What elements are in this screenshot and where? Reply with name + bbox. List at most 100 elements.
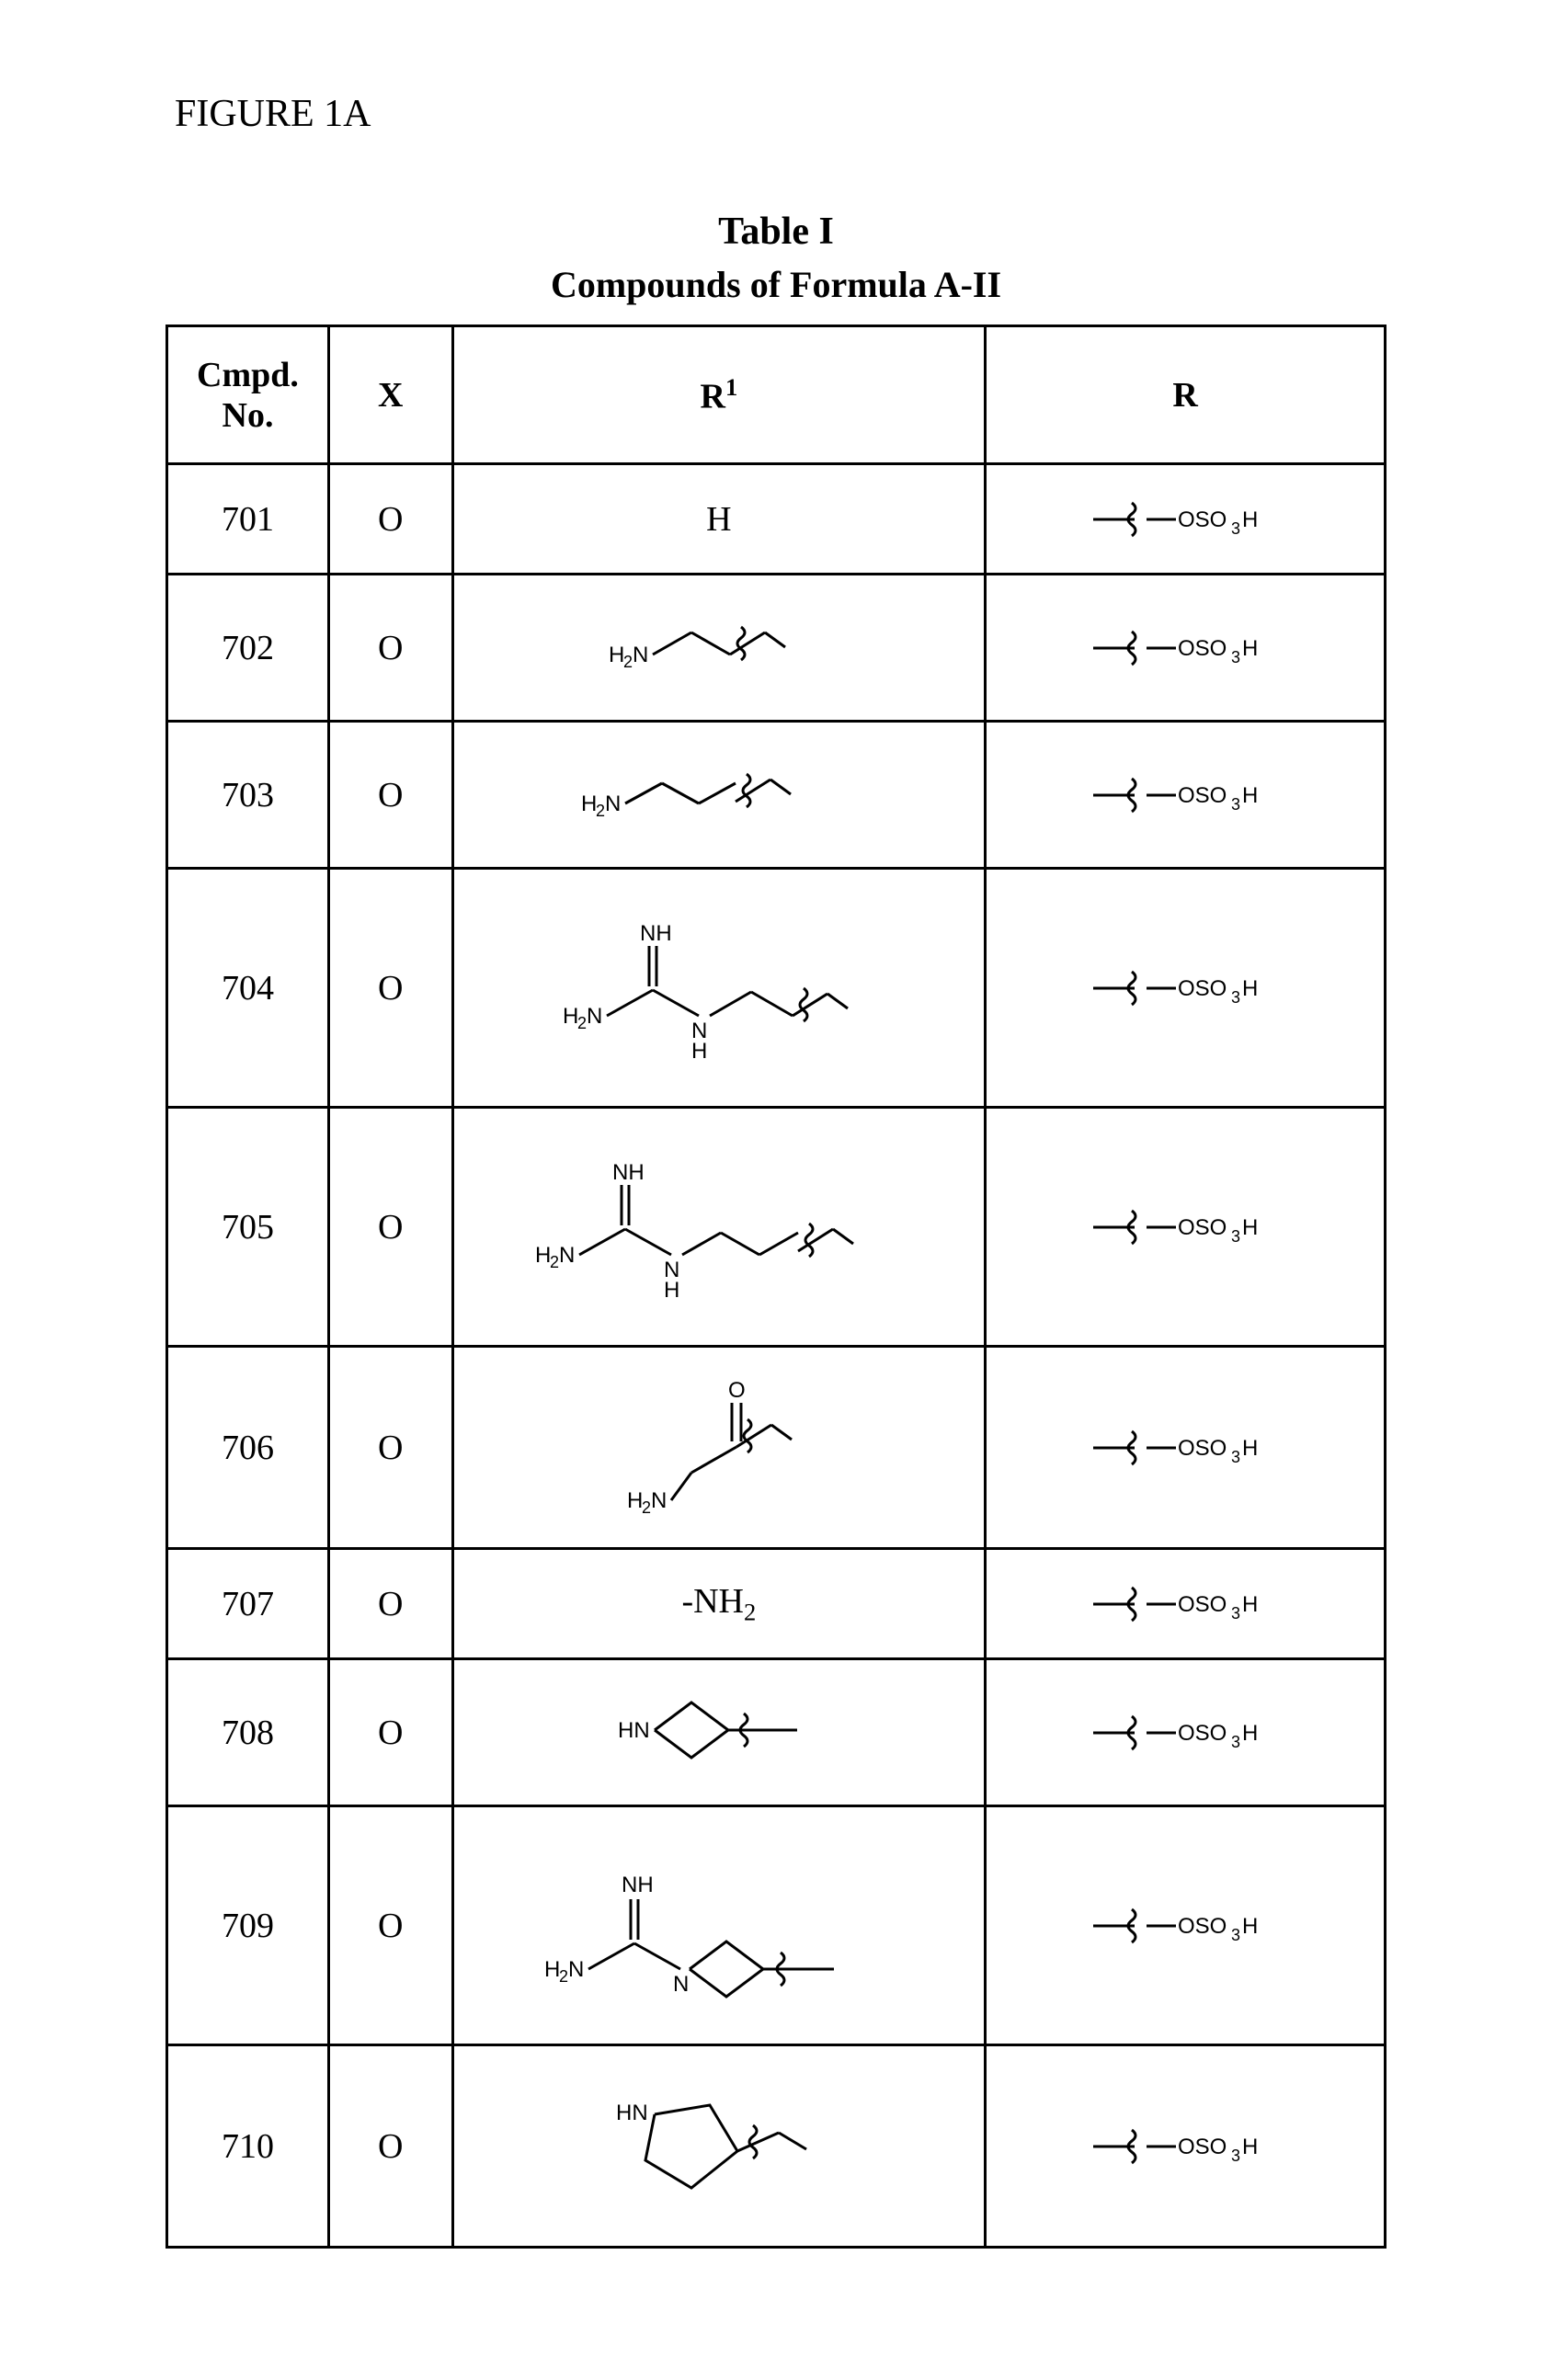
cell-cmpd-no: 707 <box>167 1549 329 1659</box>
cell-r1: H 2 N <box>452 722 986 869</box>
svg-text:3: 3 <box>1231 1604 1240 1623</box>
svg-text:HN: HN <box>618 1718 650 1743</box>
svg-text:NH: NH <box>640 921 672 946</box>
svg-text:3: 3 <box>1231 1733 1240 1751</box>
svg-text:OSO: OSO <box>1178 2135 1227 2159</box>
svg-text:2: 2 <box>642 1498 651 1517</box>
svg-text:3: 3 <box>1231 1926 1240 1944</box>
svg-text:O: O <box>728 1378 746 1403</box>
cell-r: OSO 3 H <box>986 1549 1386 1659</box>
page: FIGURE 1A Table I Compounds of Formula A… <box>0 0 1552 2380</box>
svg-text:H: H <box>627 1488 643 1513</box>
svg-text:H: H <box>1242 507 1258 532</box>
svg-text:OSO: OSO <box>1178 1215 1227 1240</box>
svg-text:OSO: OSO <box>1178 1721 1227 1746</box>
svg-text:N: N <box>673 1972 689 1997</box>
svg-text:H: H <box>1242 1592 1258 1617</box>
table-row: 707O-NH2 OSO 3 H <box>167 1549 1386 1659</box>
cell-cmpd-no: 710 <box>167 2045 329 2248</box>
svg-text:2: 2 <box>577 1014 587 1032</box>
cell-x: O <box>328 869 452 1108</box>
svg-text:HN: HN <box>616 2101 648 2125</box>
svg-text:H: H <box>1242 1436 1258 1461</box>
cell-r: OSO 3 H <box>986 1108 1386 1347</box>
svg-text:OSO: OSO <box>1178 783 1227 808</box>
svg-text:H: H <box>1242 636 1258 661</box>
svg-text:H: H <box>563 1004 578 1029</box>
svg-text:2: 2 <box>550 1253 559 1271</box>
cell-r1: H <box>452 464 986 575</box>
cell-x: O <box>328 1659 452 1806</box>
svg-text:OSO: OSO <box>1178 507 1227 532</box>
figure-label: FIGURE 1A <box>175 92 1387 136</box>
cell-r1: O H 2 N <box>452 1347 986 1549</box>
compounds-table: Cmpd.No. X R1 R 701OH OSO 3 H 702O H 2 N… <box>165 325 1387 2249</box>
svg-text:H: H <box>1242 2135 1258 2159</box>
cell-r1: HN <box>452 1659 986 1806</box>
svg-text:N: N <box>587 1004 602 1029</box>
svg-text:2: 2 <box>559 1967 568 1986</box>
svg-text:2: 2 <box>623 653 633 671</box>
cell-cmpd-no: 709 <box>167 1806 329 2045</box>
col-header-no: Cmpd.No. <box>167 326 329 464</box>
svg-text:3: 3 <box>1231 519 1240 538</box>
svg-text:H: H <box>691 1039 707 1064</box>
cell-cmpd-no: 706 <box>167 1347 329 1549</box>
svg-text:H: H <box>544 1957 560 1982</box>
cell-cmpd-no: 701 <box>167 464 329 575</box>
svg-text:OSO: OSO <box>1178 636 1227 661</box>
cell-r1: H 2 N NH N H <box>452 1108 986 1347</box>
svg-text:OSO: OSO <box>1178 976 1227 1001</box>
svg-text:NH: NH <box>612 1160 645 1185</box>
svg-text:OSO: OSO <box>1178 1436 1227 1461</box>
table-body: 701OH OSO 3 H 702O H 2 N OSO 3 H 703O H … <box>167 464 1386 2248</box>
svg-text:2: 2 <box>596 802 605 820</box>
cell-cmpd-no: 702 <box>167 575 329 722</box>
cell-r: OSO 3 H <box>986 575 1386 722</box>
svg-text:H: H <box>535 1243 551 1268</box>
svg-text:N: N <box>633 643 648 667</box>
cell-r1: H 2 N NH N H <box>452 869 986 1108</box>
table-header-row: Cmpd.No. X R1 R <box>167 326 1386 464</box>
svg-text:H: H <box>1242 1721 1258 1746</box>
cell-r: OSO 3 H <box>986 1659 1386 1806</box>
svg-text:H: H <box>664 1278 679 1303</box>
svg-text:3: 3 <box>1231 1227 1240 1246</box>
table-row: 702O H 2 N OSO 3 H <box>167 575 1386 722</box>
svg-text:3: 3 <box>1231 2147 1240 2165</box>
cell-r: OSO 3 H <box>986 1806 1386 2045</box>
cell-x: O <box>328 1549 452 1659</box>
col-header-x: X <box>328 326 452 464</box>
table-row: 705O H 2 N NH N H OSO 3 H <box>167 1108 1386 1347</box>
table-row: 701OH OSO 3 H <box>167 464 1386 575</box>
table-row: 703O H 2 N OSO 3 H <box>167 722 1386 869</box>
cell-x: O <box>328 575 452 722</box>
cell-x: O <box>328 1806 452 2045</box>
cell-cmpd-no: 703 <box>167 722 329 869</box>
svg-text:N: N <box>651 1488 667 1513</box>
svg-text:H: H <box>1242 1215 1258 1240</box>
cell-r: OSO 3 H <box>986 464 1386 575</box>
table-row: 704O H 2 N NH N H OSO 3 H <box>167 869 1386 1108</box>
cell-r1: H 2 N <box>452 575 986 722</box>
cell-r: OSO 3 H <box>986 722 1386 869</box>
cell-x: O <box>328 2045 452 2248</box>
svg-text:NH: NH <box>622 1873 654 1897</box>
cell-cmpd-no: 705 <box>167 1108 329 1347</box>
svg-text:N: N <box>559 1243 575 1268</box>
cell-cmpd-no: 708 <box>167 1659 329 1806</box>
table-subtitle: Compounds of Formula A-II <box>165 263 1387 306</box>
svg-text:3: 3 <box>1231 1448 1240 1466</box>
svg-text:3: 3 <box>1231 648 1240 666</box>
svg-text:3: 3 <box>1231 988 1240 1007</box>
cell-r1: HN <box>452 2045 986 2248</box>
cell-r: OSO 3 H <box>986 869 1386 1108</box>
svg-text:N: N <box>568 1957 584 1982</box>
cell-r1: H 2 N NH N <box>452 1806 986 2045</box>
cell-x: O <box>328 722 452 869</box>
table-title: Table I <box>165 210 1387 254</box>
col-header-r: R <box>986 326 1386 464</box>
col-header-r1: R1 <box>452 326 986 464</box>
cell-cmpd-no: 704 <box>167 869 329 1108</box>
svg-text:H: H <box>581 791 597 816</box>
